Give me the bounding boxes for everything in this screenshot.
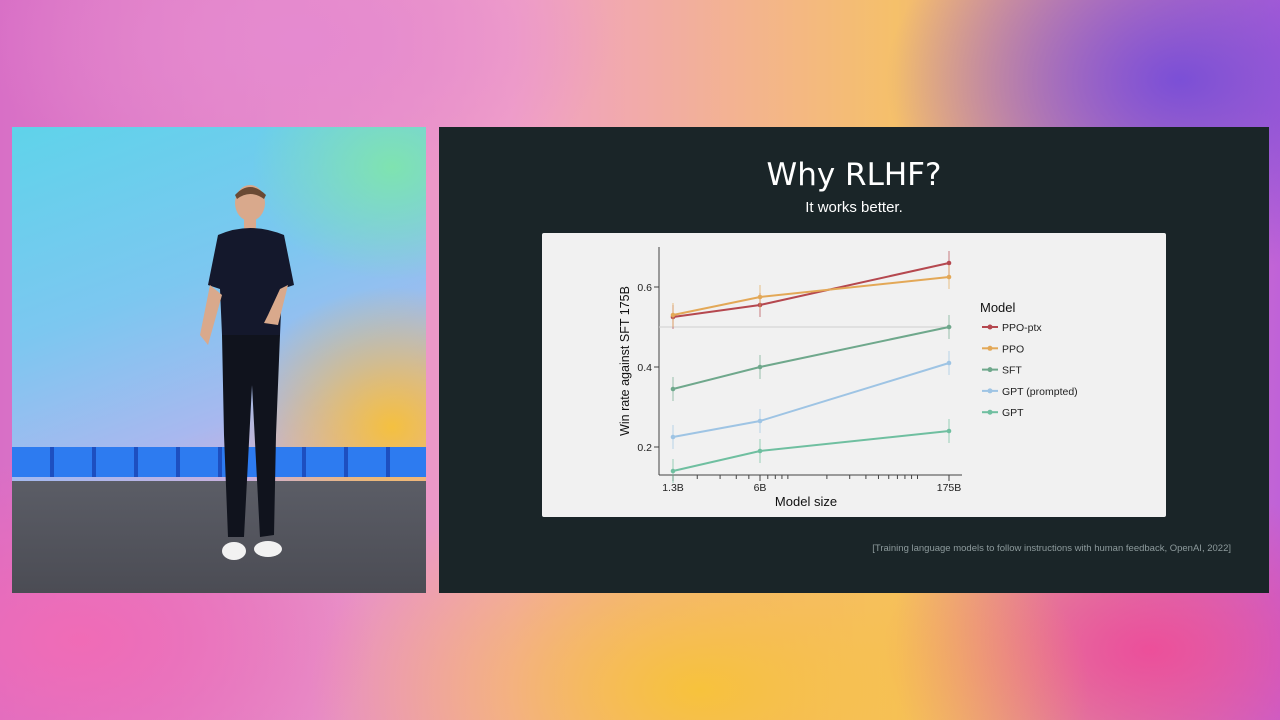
series-gpt-prompted- <box>670 351 952 449</box>
minor-ticks <box>696 475 918 479</box>
legend-item: GPT (prompted) <box>982 386 1078 398</box>
data-point <box>946 360 952 366</box>
y-axis-label: Win rate against SFT 175B <box>618 286 632 436</box>
data-point <box>670 468 676 474</box>
citation: [Training language models to follow inst… <box>872 543 1231 554</box>
x-axis-label: Model size <box>775 494 837 509</box>
legend-title: Model <box>980 300 1016 315</box>
legend-item: GPT <box>982 407 1024 419</box>
legend-item: SFT <box>982 365 1022 377</box>
data-point <box>757 418 763 424</box>
legend-marker <box>987 409 993 415</box>
data-point <box>670 312 676 318</box>
series-line <box>672 262 950 318</box>
legend-label: SFT <box>1002 365 1022 377</box>
series-sft <box>670 315 952 401</box>
series-line <box>672 326 950 390</box>
stage-floor <box>12 481 426 593</box>
series-ppo <box>670 265 952 327</box>
legend-marker <box>987 388 993 394</box>
series-line <box>672 362 950 438</box>
x-tick-label: 1.3B <box>662 482 684 494</box>
series-group <box>670 251 952 483</box>
data-point <box>757 448 763 454</box>
legend-label: GPT <box>1002 407 1024 419</box>
legend-marker <box>987 324 993 330</box>
legend-item: PPO-ptx <box>982 322 1042 334</box>
speaker-video <box>12 127 426 593</box>
legend-label: PPO-ptx <box>1002 322 1042 334</box>
x-tick-group: 1.3B 6B 175B <box>662 475 961 494</box>
data-point <box>757 294 763 300</box>
win-rate-chart: 0.2 0.4 0.6 1.3B 6B 175B Win rate against SF… <box>618 247 1078 509</box>
data-point <box>670 434 676 440</box>
chart-card: 0.2 0.4 0.6 1.3B 6B 175B Win rate against SF… <box>542 233 1166 517</box>
series-line <box>672 276 950 316</box>
series-line <box>672 430 950 472</box>
x-tick-label: 175B <box>937 482 962 494</box>
data-point <box>757 364 763 370</box>
data-point <box>946 260 952 266</box>
legend-label: GPT (prompted) <box>1002 386 1078 398</box>
speaker-figure <box>200 185 294 560</box>
data-point <box>946 428 952 434</box>
data-point <box>946 274 952 280</box>
slide-title: Why RLHF? <box>766 157 942 193</box>
legend-marker <box>987 345 993 351</box>
stage-led-strip <box>12 447 426 477</box>
y-tick-label: 0.6 <box>637 282 652 294</box>
series-ppo-ptx <box>670 251 952 329</box>
data-point <box>670 386 676 392</box>
y-tick-label: 0.2 <box>637 442 652 454</box>
legend-marker <box>987 367 993 373</box>
series-gpt <box>670 419 952 483</box>
legend-item: PPO <box>982 343 1024 355</box>
y-tick-label: 0.4 <box>637 362 652 374</box>
slide-subtitle: It works better. <box>805 199 903 216</box>
legend-label: PPO <box>1002 343 1024 355</box>
y-tick-group: 0.2 0.4 0.6 <box>637 282 659 454</box>
presentation-slide: Why RLHF? It works better. 0.2 0.4 0.6 1.3… <box>439 127 1269 593</box>
data-point <box>946 324 952 330</box>
x-tick-label: 6B <box>754 482 767 494</box>
legend: Model PPO-ptx PPO SFT GPT (prompted) GPT <box>980 300 1078 419</box>
